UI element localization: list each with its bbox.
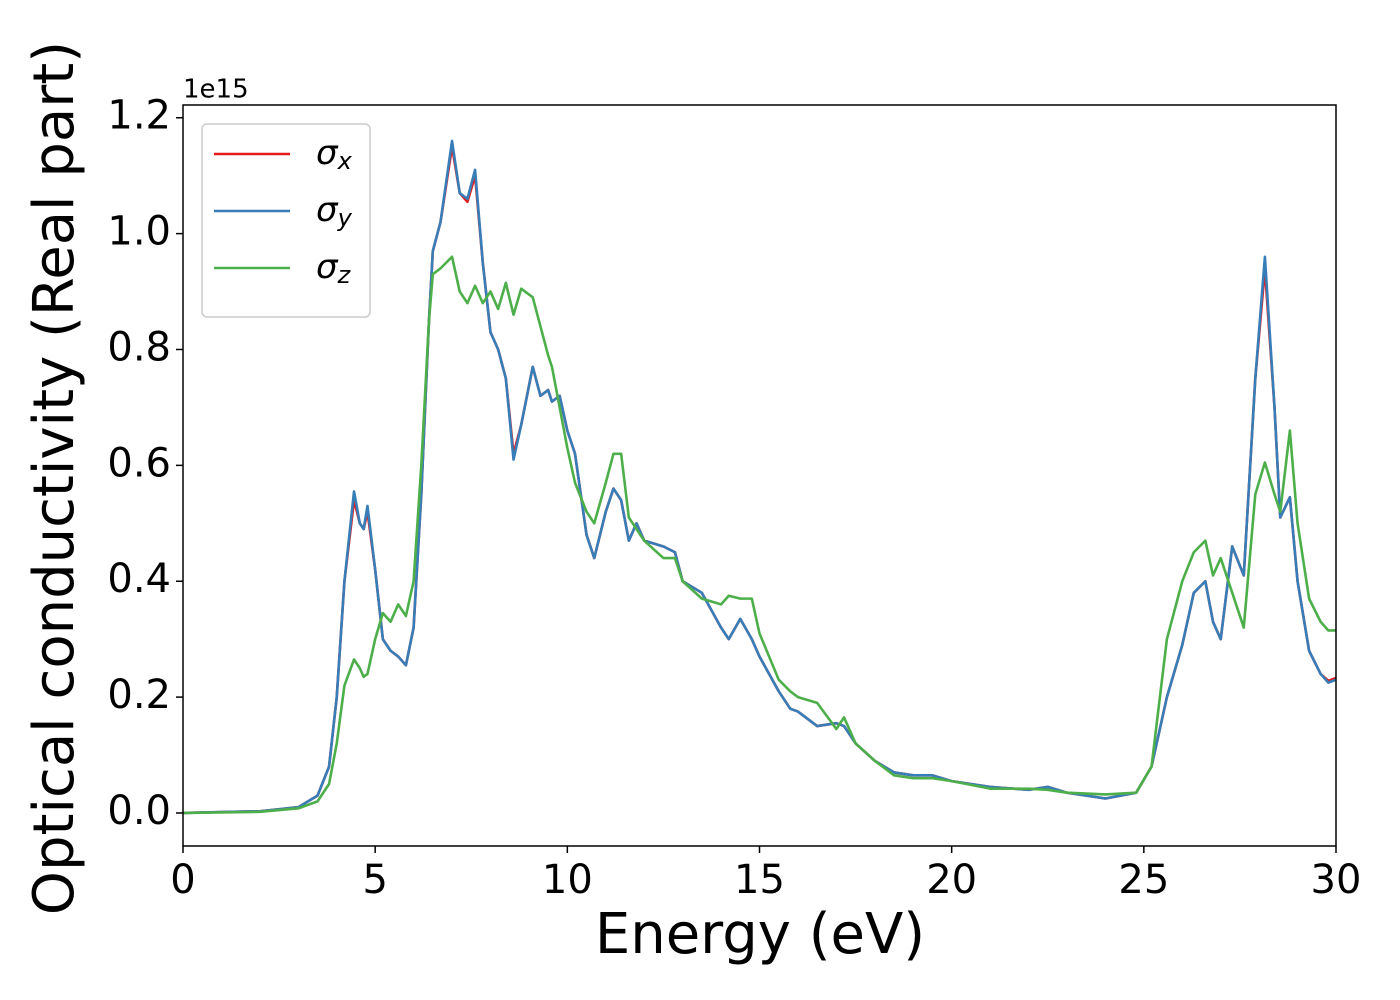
y-tick-label: 0.0 (107, 788, 171, 834)
series-line (183, 255, 1336, 815)
y-tick-label: 1.0 (107, 209, 171, 255)
y-offset-label: 1e15 (183, 75, 249, 105)
y-tick-label: 0.2 (107, 672, 171, 718)
x-tick-label: 0 (170, 857, 195, 903)
series-line (183, 139, 1336, 815)
x-tick-label: 30 (1311, 857, 1362, 903)
y-tick-label: 1.2 (107, 93, 171, 139)
x-tick-label: 20 (926, 857, 977, 903)
x-tick-label: 10 (542, 857, 593, 903)
x-tick-label: 5 (362, 857, 387, 903)
legend-label: σy (316, 190, 353, 233)
legend-label: σx (316, 133, 353, 176)
y-tick-label: 0.6 (107, 440, 171, 486)
legend-label: σz (316, 247, 352, 290)
y-tick-label: 0.8 (107, 324, 171, 370)
x-axis-label: Energy (eV) (595, 902, 925, 967)
x-tick-label: 15 (734, 857, 785, 903)
plot-frame (182, 104, 1337, 847)
y-axis-label: Optical conductivity (Real part) (22, 41, 87, 915)
y-tick-label: 0.4 (107, 556, 171, 602)
x-tick-label: 25 (1118, 857, 1169, 903)
